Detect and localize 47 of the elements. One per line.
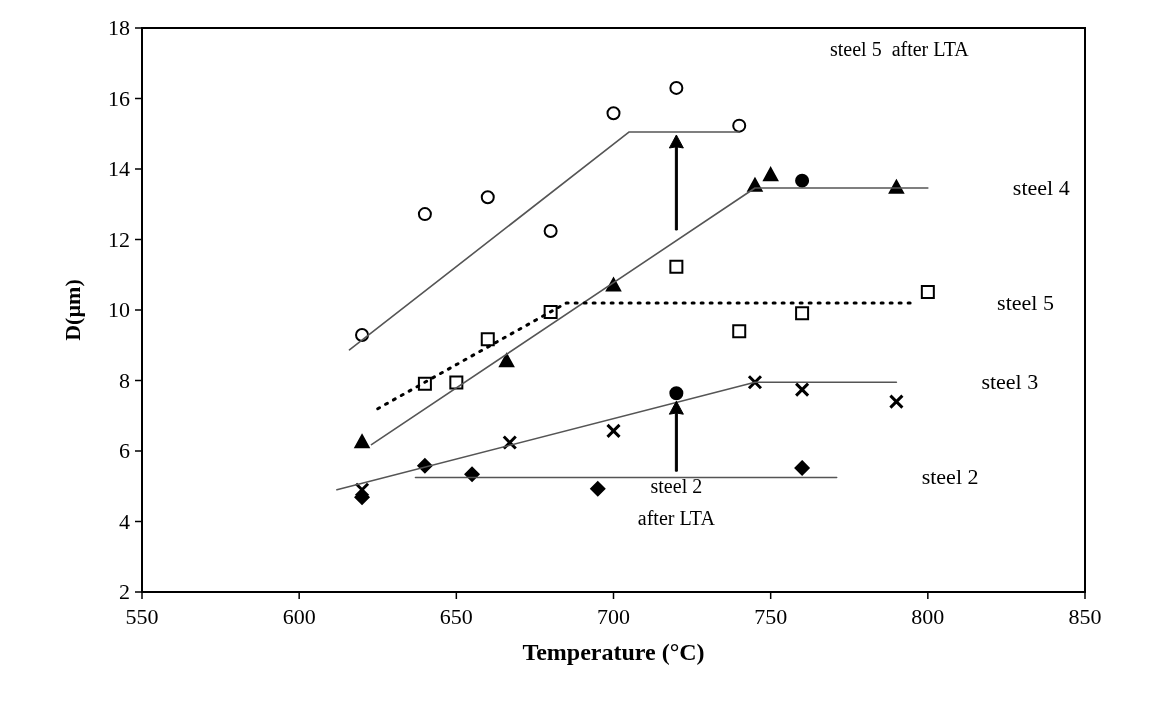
x-tick-label: 850: [1068, 604, 1102, 629]
point: [499, 353, 515, 368]
y-tick-label: 6: [119, 438, 130, 463]
point: [543, 224, 558, 239]
text: steel 5: [997, 289, 1054, 315]
point: [606, 423, 621, 439]
point: [732, 118, 747, 133]
text: steel 2: [921, 464, 979, 490]
y-tick-label: 12: [108, 226, 130, 252]
x-tick-label: 700: [597, 604, 630, 629]
y-tick-label: 4: [119, 508, 130, 534]
point: [354, 482, 370, 498]
annotation: steel 2 after LTA: [637, 475, 716, 530]
x-tick-label: 750: [754, 604, 788, 629]
x-tick-label: 550: [125, 604, 159, 629]
y-tick-label: 16: [108, 85, 130, 111]
text: steel 4: [1012, 175, 1070, 201]
point: [794, 460, 810, 476]
point: [354, 434, 370, 449]
y-tick-label: 2: [119, 579, 130, 604]
point: [732, 324, 747, 339]
y-tick-label: 18: [108, 15, 130, 40]
x-tick-label: 650: [439, 604, 473, 629]
point: [920, 285, 935, 300]
y-axis-title: D(µm): [60, 279, 85, 341]
x-axis-title: Temperature (°C): [522, 639, 705, 665]
point: [763, 167, 779, 182]
annotation: steel 5 after LTA: [830, 38, 970, 60]
point: [669, 386, 684, 401]
point: [795, 173, 810, 188]
point: [795, 306, 810, 321]
point: [669, 259, 684, 274]
point: [606, 106, 621, 121]
x-tick-label: 800: [911, 604, 945, 629]
point: [417, 207, 432, 222]
point: [669, 80, 684, 95]
point: [464, 466, 480, 482]
y-tick-label: 14: [108, 156, 130, 181]
point: [590, 481, 606, 497]
y-tick-label: 8: [119, 367, 130, 393]
y-tick-label: 10: [108, 297, 130, 322]
text: steel 3: [981, 369, 1039, 395]
x-tick-label: 600: [282, 604, 316, 629]
point: [794, 382, 810, 398]
point: [480, 190, 495, 205]
point: [480, 332, 495, 347]
point: [888, 394, 904, 410]
